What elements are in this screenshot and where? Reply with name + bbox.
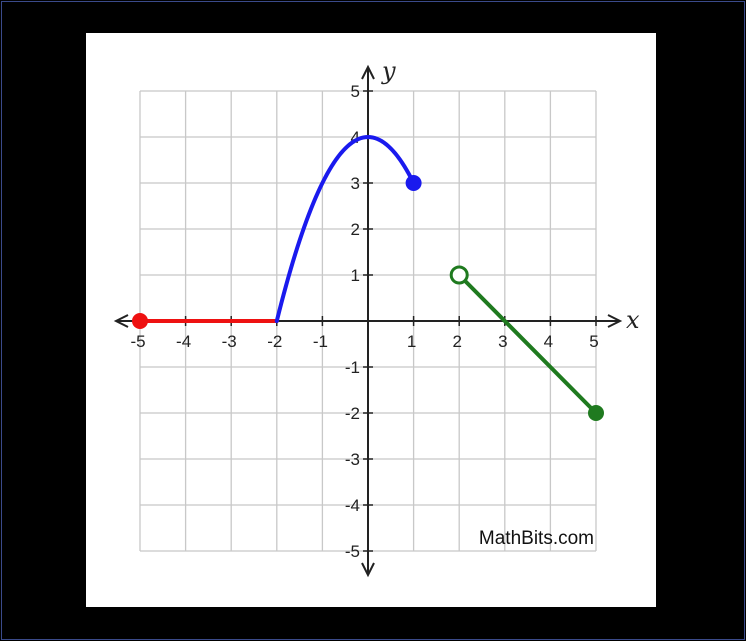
x-tick-label: -2 [267,332,282,351]
y-tick-label: -4 [345,496,360,515]
y-tick-label: 1 [351,266,360,285]
y-tick-label: -1 [345,358,360,377]
x-tick-label: 1 [407,332,416,351]
x-tick-label: 4 [544,332,553,351]
y-tick-label: 2 [351,220,360,239]
y-axis-arrow-down [361,562,375,578]
series-line-3 [457,273,598,415]
x-tick-label: 3 [498,332,507,351]
y-axis-arrow-up [361,64,375,80]
closed-endpoint-end [588,405,604,421]
watermark-text: MathBits.com [479,528,594,549]
x-tick-label: -4 [176,332,191,351]
x-axis-arrow-right [607,314,623,328]
x-axis-arrow-left [113,314,129,328]
y-tick-label: -3 [345,450,360,469]
x-tick-label: -3 [222,332,237,351]
x-tick-label: -5 [130,332,145,351]
y-tick-label: 3 [351,174,360,193]
x-tick-label: -1 [313,332,328,351]
axes: xy [113,57,640,578]
x-axis-label: x [626,306,640,334]
y-tick-label: -5 [345,542,360,561]
y-tick-label: 4 [351,128,360,147]
series-lines [138,134,598,415]
closed-endpoint-end [405,175,422,191]
endpoint-markers [132,175,604,421]
series-line-2 [274,134,416,323]
y-tick-label: 5 [351,82,360,101]
y-tick-label: -2 [345,404,360,423]
x-tick-label: 5 [589,332,598,351]
tick-labels: -5 -4 -3 -2 -1 1 2 3 4 5 5 4 3 2 1 -1 -2 -3 -4 -5 [130,82,598,561]
x-tick-label: 2 [452,332,461,351]
y-axis-label: y [381,57,396,85]
open-endpoint-start [449,265,469,285]
closed-endpoint-start [132,313,148,329]
